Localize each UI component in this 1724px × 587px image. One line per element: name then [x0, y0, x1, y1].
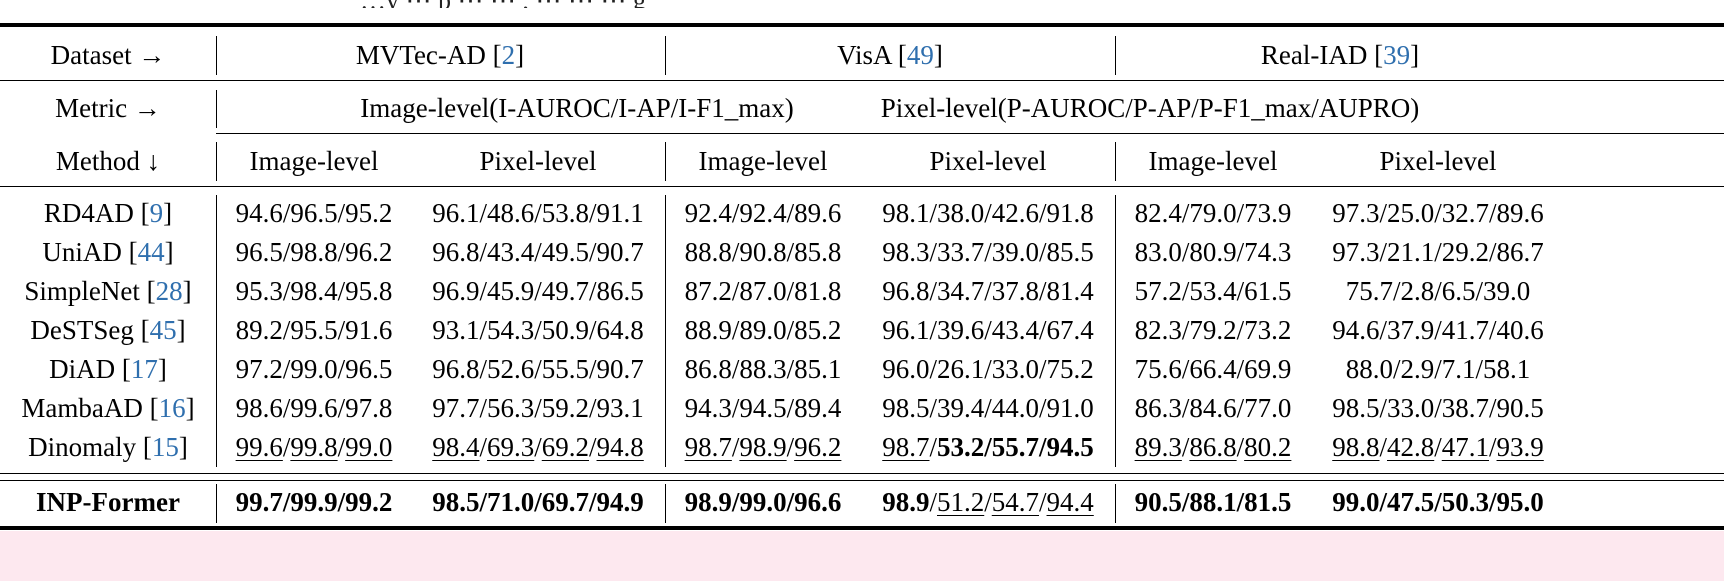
table-cell: 98.5/39.4/44.0/91.0: [882, 393, 1094, 423]
method-name: INP-Former: [36, 487, 180, 517]
table-cell: 96.8/34.7/37.8/81.4: [882, 276, 1094, 306]
dataset-header-visa: VisA [49]: [837, 40, 943, 70]
subheader-image-level: Image-level: [1148, 146, 1278, 176]
table-cell: 96.0/26.1/33.0/75.2: [882, 354, 1094, 384]
table-cell: 82.4/79.0/73.9: [1134, 198, 1292, 228]
table-cell: 97.3/21.1/29.2/86.7: [1332, 237, 1544, 267]
method-label: Method ↓: [55, 146, 161, 176]
method-name: MambaAD [16]: [21, 393, 195, 423]
table-cell: 98.4/69.3/69.2/94.8: [432, 432, 644, 462]
metric-label: Metric →: [55, 93, 161, 123]
clipped-caption-text: …y ⋯ p ⋯ ⋯ , ⋯ ⋯ ⋯ g: [360, 0, 1724, 8]
table-cell: 92.4/92.4/89.6: [684, 198, 842, 228]
table-cell: 98.5/33.0/38.7/90.5: [1332, 393, 1544, 423]
body-rule: [0, 473, 1724, 474]
subheader-pixel-level: Pixel-level: [479, 146, 597, 176]
table-cell: 98.6/99.6/97.8: [235, 393, 393, 423]
table-cell: 86.3/84.6/77.0: [1134, 393, 1292, 423]
method-name: SimpleNet [28]: [24, 276, 192, 306]
table-cell: 89.2/95.5/91.6: [235, 315, 393, 345]
table-cell: 96.1/39.6/43.4/67.4: [882, 315, 1094, 345]
table-cell: 98.8/42.8/47.1/93.9: [1332, 432, 1544, 462]
table-cell: 99.6/99.8/99.0: [235, 432, 393, 462]
vline: [665, 36, 666, 75]
table-cell: 97.3/25.0/32.7/89.6: [1332, 198, 1544, 228]
bottom-rule: [0, 526, 1724, 530]
table-cell: 97.2/99.0/96.5: [235, 354, 393, 384]
vline: [216, 90, 217, 128]
table-cell-ours: 99.0/47.5/50.3/95.0: [1332, 487, 1544, 517]
table-cell-ours: 98.5/71.0/69.7/94.9: [432, 487, 644, 517]
table-cell: 88.9/89.0/85.2: [684, 315, 842, 345]
method-name: Dinomaly [15]: [28, 432, 188, 462]
vline: [665, 484, 666, 523]
vline: [1115, 484, 1116, 523]
table-cell: 96.9/45.9/49.7/86.5: [432, 276, 644, 306]
method-name: UniAD [44]: [42, 237, 174, 267]
vline: [1115, 195, 1116, 467]
table-cell: 94.3/94.5/89.4: [684, 393, 842, 423]
vline: [1115, 36, 1116, 75]
dataset-header-realiad: Real-IAD [39]: [1260, 40, 1420, 70]
table-cell: 95.3/98.4/95.8: [235, 276, 393, 306]
table-cell: 57.2/53.4/61.5: [1134, 276, 1292, 306]
vline: [216, 142, 217, 181]
table-cell: 87.2/87.0/81.8: [684, 276, 842, 306]
vline: [665, 142, 666, 181]
table-cell: 98.7/98.9/96.2: [684, 432, 842, 462]
subheader-image-level: Image-level: [698, 146, 828, 176]
table-cell: 83.0/80.9/74.3: [1134, 237, 1292, 267]
table-cell: 96.8/43.4/49.5/90.7: [432, 237, 644, 267]
table-cell: 93.1/54.3/50.9/64.8: [432, 315, 644, 345]
vline: [1115, 142, 1116, 181]
table-cell: 82.3/79.2/73.2: [1134, 315, 1292, 345]
subheader-image-level: Image-level: [249, 146, 379, 176]
method-name: DeSTSeg [45]: [30, 315, 186, 345]
table-cell: 88.0/2.9/7.1/58.1: [1345, 354, 1531, 384]
vline: [216, 195, 217, 467]
method-name: DiAD [17]: [49, 354, 167, 384]
top-rule: [0, 23, 1724, 27]
vline: [665, 195, 666, 467]
table-cell: 94.6/96.5/95.2: [235, 198, 393, 228]
subheader-pixel-level: Pixel-level: [929, 146, 1047, 176]
table-cell: 98.3/33.7/39.0/85.5: [882, 237, 1094, 267]
method-name: RD4AD [9]: [43, 198, 173, 228]
table-cell: 96.1/48.6/53.8/91.1: [432, 198, 644, 228]
header-rule-3: [0, 186, 1724, 187]
table-cell: 98.7/53.2/55.7/94.5: [882, 432, 1094, 462]
table-cell-ours: 99.7/99.9/99.2: [235, 487, 393, 517]
header-rule-1: [0, 80, 1724, 81]
table-cell: 88.8/90.8/85.8: [684, 237, 842, 267]
metric-image-level: Image-level(I-AUROC/I-AP/I-F1_max): [360, 93, 794, 123]
table-cell: 94.6/37.9/41.7/40.6: [1332, 315, 1544, 345]
ours-row-highlight: [0, 531, 1724, 581]
table-cell-ours: 98.9/99.0/96.6: [684, 487, 842, 517]
ours-rule: [0, 480, 1724, 481]
table-cell: 96.8/52.6/55.5/90.7: [432, 354, 644, 384]
table-cell: 75.7/2.8/6.5/39.0: [1345, 276, 1531, 306]
table-cell-ours: 90.5/88.1/81.5: [1134, 487, 1292, 517]
table-cell: 98.1/38.0/42.6/91.8: [882, 198, 1094, 228]
table-cell-ours: 98.9/51.2/54.7/94.4: [882, 487, 1094, 517]
dataset-header-mvtec: MVTec-AD [2]: [355, 40, 525, 70]
metric-pixel-level: Pixel-level(P-AUROC/P-AP/P-F1_max/AUPRO): [880, 93, 1420, 123]
table-cell: 75.6/66.4/69.9: [1134, 354, 1292, 384]
table-cell: 97.7/56.3/59.2/93.1: [432, 393, 644, 423]
subheader-pixel-level: Pixel-level: [1379, 146, 1497, 176]
table-cell: 86.8/88.3/85.1: [684, 354, 842, 384]
table-cell: 89.3/86.8/80.2: [1134, 432, 1292, 462]
vline: [216, 36, 217, 75]
table-cell: 96.5/98.8/96.2: [235, 237, 393, 267]
header-rule-2: [216, 133, 1724, 134]
vline: [216, 484, 217, 523]
dataset-label: Dataset →: [50, 40, 166, 70]
